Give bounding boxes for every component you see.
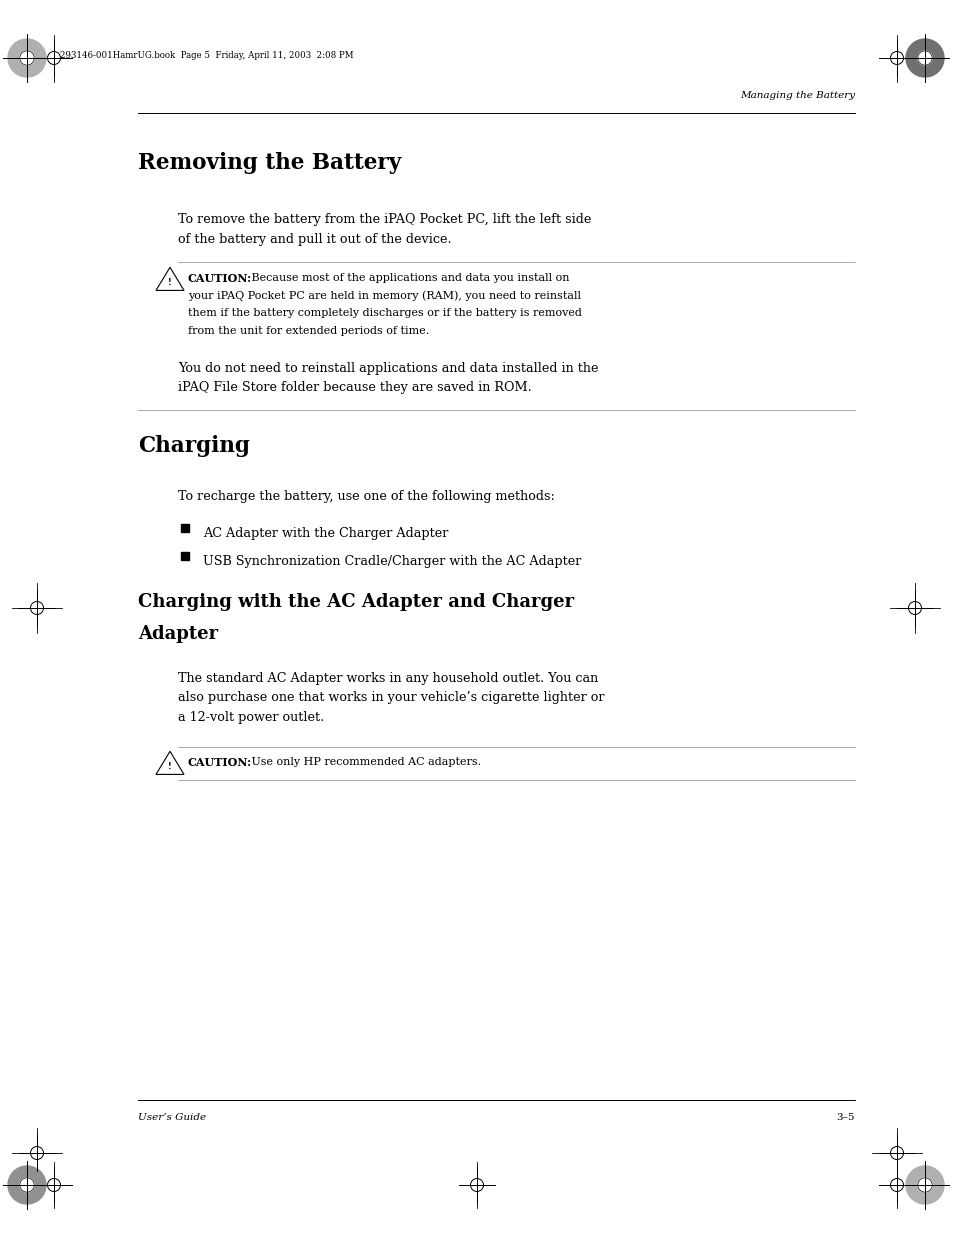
Text: Adapter: Adapter [138, 625, 218, 643]
Circle shape [20, 51, 34, 65]
Text: a 12-volt power outlet.: a 12-volt power outlet. [178, 711, 324, 724]
Text: To recharge the battery, use one of the following methods:: To recharge the battery, use one of the … [178, 490, 555, 503]
Text: The standard AC Adapter works in any household outlet. You can: The standard AC Adapter works in any hou… [178, 672, 598, 685]
Text: Charging with the AC Adapter and Charger: Charging with the AC Adapter and Charger [138, 593, 574, 611]
Text: !: ! [168, 278, 172, 288]
Text: iPAQ File Store folder because they are saved in ROM.: iPAQ File Store folder because they are … [178, 382, 531, 394]
Circle shape [905, 40, 943, 77]
Text: also purchase one that works in your vehicle’s cigarette lighter or: also purchase one that works in your veh… [178, 692, 604, 704]
Text: You do not need to reinstall applications and data installed in the: You do not need to reinstall application… [178, 362, 598, 375]
Text: your iPAQ Pocket PC are held in memory (RAM), you need to reinstall: your iPAQ Pocket PC are held in memory (… [188, 290, 580, 301]
Text: Managing the Battery: Managing the Battery [740, 91, 854, 100]
Text: Charging: Charging [138, 435, 250, 457]
Text: Removing the Battery: Removing the Battery [138, 152, 401, 174]
Text: Because most of the applications and data you install on: Because most of the applications and dat… [247, 273, 568, 283]
Bar [181, 552, 189, 559]
Circle shape [8, 40, 46, 77]
Text: CAUTION:: CAUTION: [188, 273, 252, 284]
Bar [181, 524, 189, 532]
Circle shape [917, 1178, 931, 1192]
Text: User’s Guide: User’s Guide [138, 1113, 206, 1123]
Circle shape [20, 1178, 34, 1192]
Text: of the battery and pull it out of the device.: of the battery and pull it out of the de… [178, 232, 451, 246]
Text: CAUTION:: CAUTION: [188, 757, 252, 768]
Text: 3–5: 3–5 [836, 1113, 854, 1123]
Text: Use only HP recommended AC adapters.: Use only HP recommended AC adapters. [247, 757, 480, 767]
Text: from the unit for extended periods of time.: from the unit for extended periods of ti… [188, 326, 429, 336]
Text: To remove the battery from the iPAQ Pocket PC, lift the left side: To remove the battery from the iPAQ Pock… [178, 212, 591, 226]
Text: !: ! [168, 762, 172, 771]
Circle shape [905, 1166, 943, 1204]
Text: USB Synchronization Cradle/Charger with the AC Adapter: USB Synchronization Cradle/Charger with … [203, 555, 580, 568]
Text: them if the battery completely discharges or if the battery is removed: them if the battery completely discharge… [188, 308, 581, 317]
Circle shape [8, 1166, 46, 1204]
Text: AC Adapter with the Charger Adapter: AC Adapter with the Charger Adapter [203, 527, 448, 540]
Circle shape [917, 51, 931, 65]
Text: 293146-001HamrUG.book  Page 5  Friday, April 11, 2003  2:08 PM: 293146-001HamrUG.book Page 5 Friday, Apr… [60, 52, 354, 61]
